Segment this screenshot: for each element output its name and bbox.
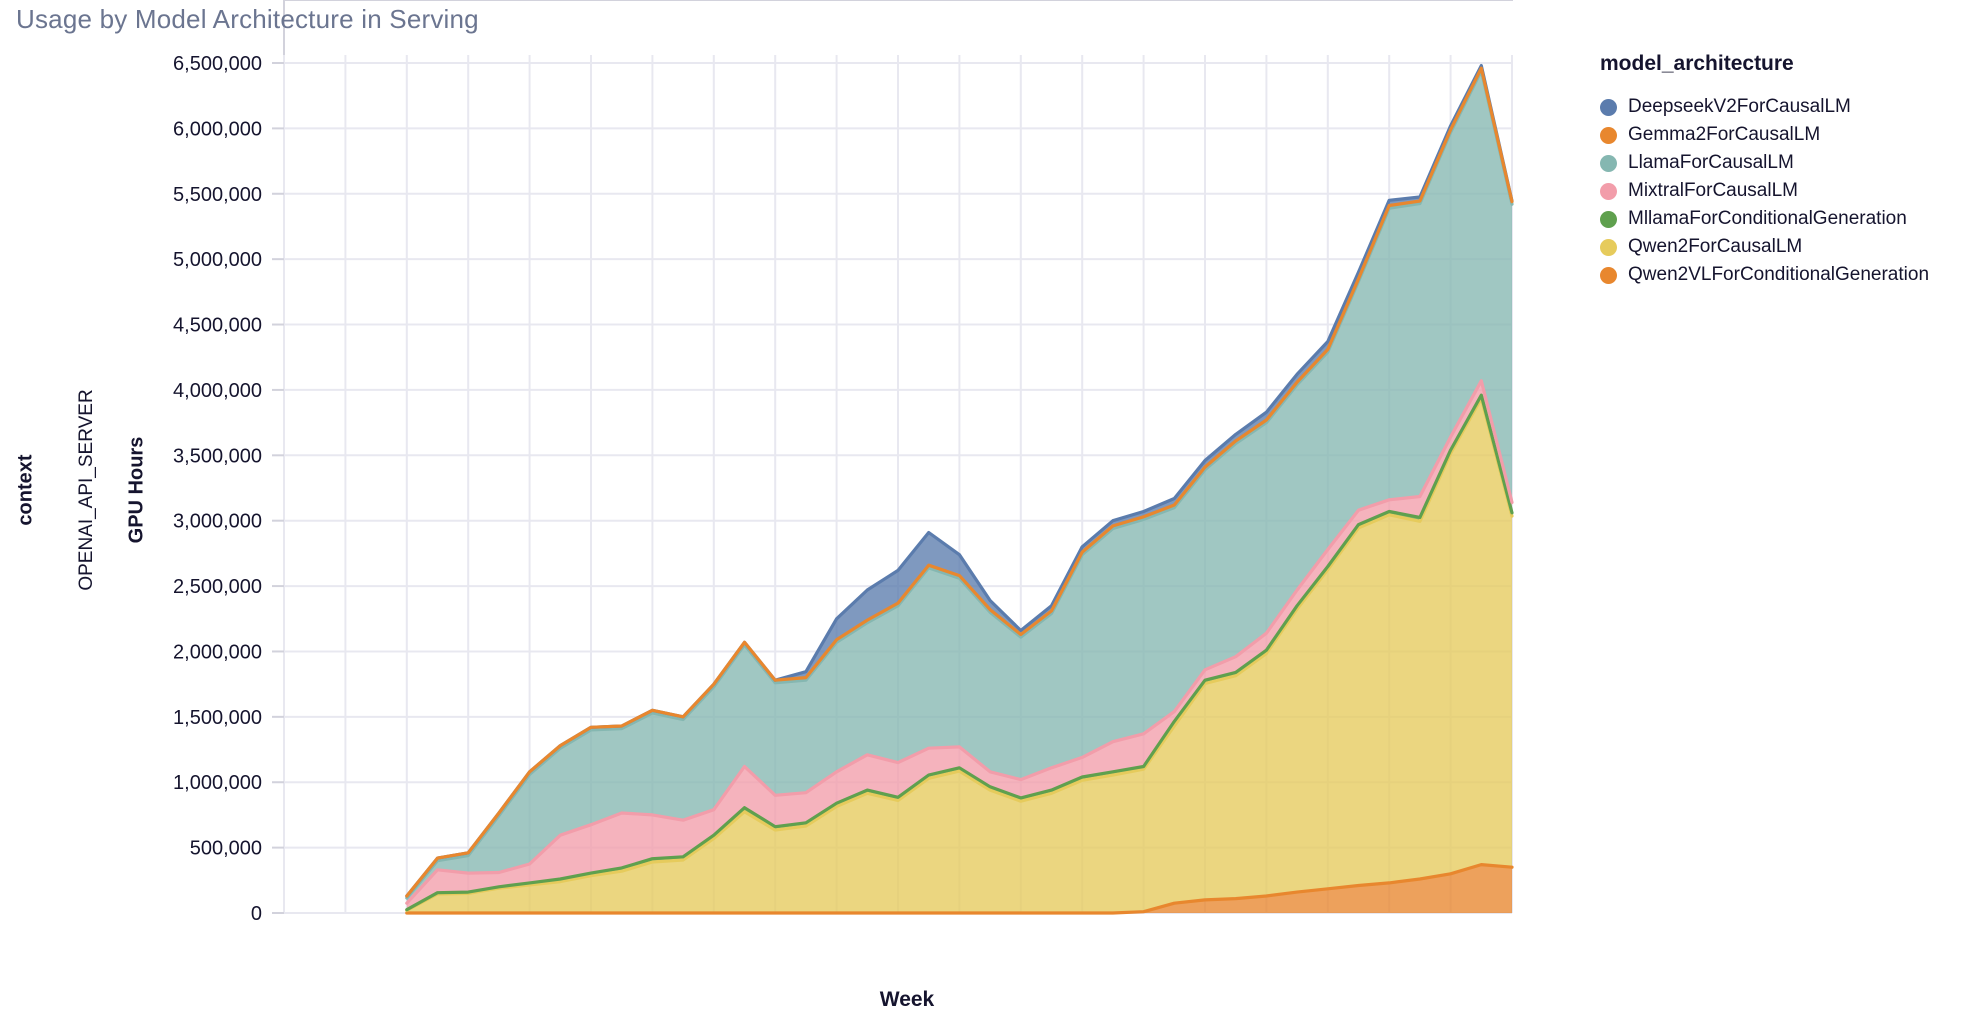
legend-item-label: Gemma2ForCausalLM — [1628, 124, 1821, 145]
y-tick-label: 3,500,000 — [173, 445, 262, 467]
y-axis-title: GPU Hours — [125, 436, 148, 544]
area-Qwen2VLForConditionalGeneration — [406, 864, 1512, 913]
area-LlamaForCausalLM — [406, 70, 1512, 904]
legend-item-label: Qwen2VLForConditionalGeneration — [1628, 264, 1930, 285]
facet-dimension-label: context — [14, 454, 37, 526]
x-tick-label: 28 — [825, 0, 847, 5]
line-MixtralForCausalLM — [405, 379, 1514, 905]
line-Qwen2ForCausalLM — [405, 396, 1514, 912]
x-axis-title: Week — [879, 988, 935, 1011]
x-tick-label: 18 — [518, 0, 540, 5]
x-tick-label: 22 — [641, 0, 663, 5]
legend-item[interactable]: DeepseekV2ForCausalLM — [1600, 93, 1972, 121]
legend-title: model_architecture — [1600, 52, 1794, 75]
y-tick-label: 500,000 — [190, 838, 262, 860]
y-tick-label: 2,500,000 — [173, 576, 262, 598]
y-tick-label: 5,000,000 — [173, 249, 262, 271]
y-tick-label: 2,000,000 — [173, 641, 262, 663]
x-tick-label: 46 — [1378, 0, 1400, 5]
y-tick-label: 6,500,000 — [173, 53, 262, 75]
line-MllamaForConditionalGeneration — [405, 393, 1514, 912]
legend-items: DeepseekV2ForCausalLM Gemma2ForCausalLM Ll… — [1600, 93, 1972, 289]
y-tick-label: 3,000,000 — [173, 511, 262, 533]
x-tick-label: 38 — [1132, 0, 1154, 5]
legend-item[interactable]: Qwen2ForCausalLM — [1600, 233, 1972, 261]
legend-item[interactable]: Qwen2VLForConditionalGeneration — [1600, 261, 1972, 289]
y-tick-label: 5,500,000 — [173, 184, 262, 206]
legend-swatch-icon — [1600, 266, 1617, 284]
x-tick-label: 14 — [396, 0, 418, 5]
line-LlamaForCausalLM — [405, 69, 1514, 900]
line-Qwen2VLForConditionalGeneration — [405, 863, 1514, 915]
legend-swatch-icon — [1600, 238, 1617, 256]
legend-swatch-icon — [1600, 182, 1617, 200]
x-tick-label: 50 — [1501, 0, 1523, 5]
y-tick-label: 4,000,000 — [173, 380, 262, 402]
area-Qwen2ForCausalLM — [406, 398, 1512, 913]
x-tick-label: 20 — [580, 0, 602, 5]
legend-item-label: MixtralForCausalLM — [1628, 180, 1798, 201]
y-tick-label: 1,500,000 — [173, 707, 262, 729]
x-tick-label: 42 — [1255, 0, 1277, 5]
legend-swatch-icon — [1600, 210, 1617, 228]
x-tick-label: 30 — [887, 0, 909, 5]
x-tick-label: 32 — [948, 0, 970, 5]
legend: model_architecture DeepseekV2ForCausalLM… — [1600, 52, 1972, 289]
legend-item[interactable]: LlamaForCausalLM — [1600, 149, 1972, 177]
x-tick-label: 36 — [1071, 0, 1093, 5]
legend-item-label: Qwen2ForCausalLM — [1628, 236, 1803, 257]
x-tick-label: 12 — [334, 0, 356, 5]
line-Gemma2ForCausalLM — [405, 66, 1514, 898]
x-tick-label: 10 — [273, 0, 295, 5]
x-tick-label: 26 — [764, 0, 786, 5]
chart-title: Usage by Model Architecture in Serving — [16, 4, 479, 34]
legend-item[interactable]: MllamaForConditionalGeneration — [1600, 205, 1972, 233]
y-tick-label: 1,000,000 — [173, 772, 262, 794]
legend-item-label: MllamaForConditionalGeneration — [1628, 208, 1907, 229]
legend-swatch-icon — [1600, 154, 1617, 172]
legend-swatch-icon — [1600, 126, 1617, 144]
x-tick-label: 24 — [703, 0, 725, 5]
y-tick-label: 0 — [251, 903, 262, 925]
x-tick-label: 40 — [1194, 0, 1216, 5]
y-tick-label: 4,500,000 — [173, 315, 262, 337]
x-tick-label: 48 — [1439, 0, 1461, 5]
facet-value-label: OPENAI_API_SERVER — [76, 389, 97, 591]
x-tick-label: 16 — [457, 0, 479, 5]
y-tick-label: 6,000,000 — [173, 118, 262, 140]
x-tick-label: 34 — [1010, 0, 1032, 5]
legend-item-label: DeepseekV2ForCausalLM — [1628, 96, 1851, 117]
legend-item-label: LlamaForCausalLM — [1628, 152, 1794, 173]
legend-swatch-icon — [1600, 98, 1617, 116]
legend-item[interactable]: MixtralForCausalLM — [1600, 177, 1972, 205]
x-tick-label: 44 — [1317, 0, 1339, 5]
legend-item[interactable]: Gemma2ForCausalLM — [1600, 121, 1972, 149]
